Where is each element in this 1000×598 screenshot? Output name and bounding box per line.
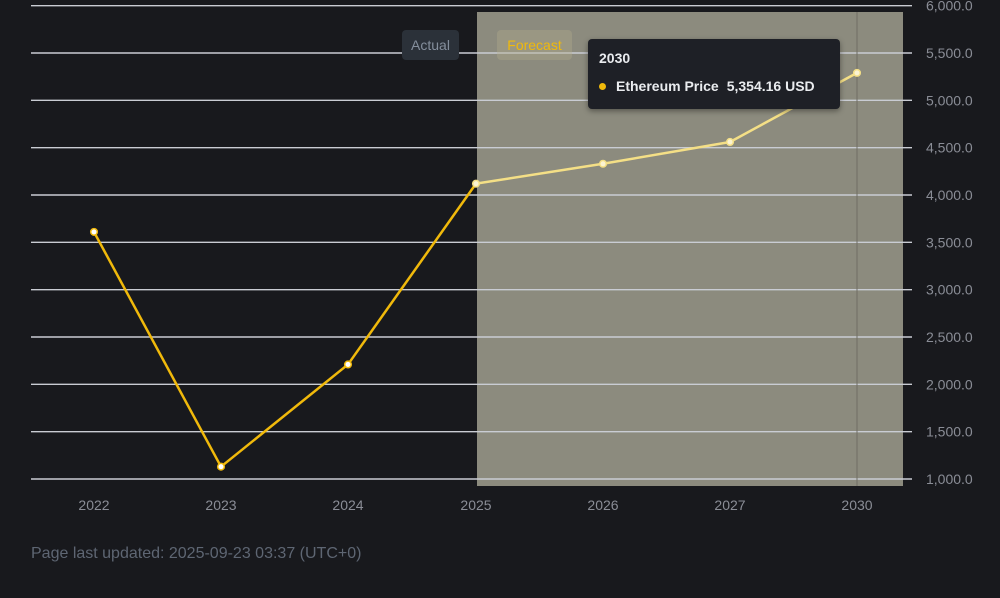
- price-tooltip: 2030 Ethereum Price 5,354.16 USD: [588, 39, 840, 109]
- actual-tab[interactable]: Actual: [402, 30, 459, 60]
- y-tick-label: 1,500.0: [926, 424, 973, 440]
- y-tick-label: 3,000.0: [926, 282, 973, 298]
- tooltip-row: Ethereum Price 5,354.16 USD: [599, 78, 815, 94]
- y-tick-label: 5,500.0: [926, 45, 973, 61]
- x-tick-label: 2026: [587, 497, 618, 513]
- y-tick-label: 1,000.0: [926, 471, 973, 487]
- data-point: [216, 462, 226, 471]
- tooltip-series-label: Ethereum Price: [616, 78, 719, 94]
- data-point: [89, 227, 99, 236]
- x-tick-label: 2030: [841, 497, 872, 513]
- y-tick-label: 2,000.0: [926, 376, 973, 392]
- series-dot-icon: [599, 82, 606, 90]
- series-line-actual: [92, 182, 478, 468]
- y-tick-label: 4,000.0: [926, 187, 973, 203]
- y-tick-label: 5,000.0: [926, 92, 973, 108]
- data-point: [343, 360, 353, 369]
- x-tick-label: 2025: [460, 497, 491, 513]
- forecast-tab[interactable]: Forecast: [497, 30, 572, 60]
- data-point: [852, 68, 862, 77]
- x-tick-label: 2023: [205, 497, 236, 513]
- y-tick-label: 4,500.0: [926, 140, 973, 156]
- x-tick-label: 2027: [714, 497, 745, 513]
- last-updated-text: Page last updated: 2025-09-23 03:37 (UTC…: [31, 545, 362, 562]
- tooltip-value: 5,354.16 USD: [726, 78, 815, 94]
- data-point: [471, 179, 481, 188]
- x-tick-label: 2024: [332, 497, 363, 513]
- x-tick-label: 2022: [78, 497, 109, 513]
- tooltip-year: 2030: [599, 50, 631, 66]
- data-point: [725, 137, 735, 147]
- y-tick-label: 6,000.0: [926, 0, 973, 14]
- data-point: [598, 159, 608, 168]
- y-tick-label: 3,500.0: [926, 234, 973, 250]
- y-tick-label: 2,500.0: [926, 329, 973, 345]
